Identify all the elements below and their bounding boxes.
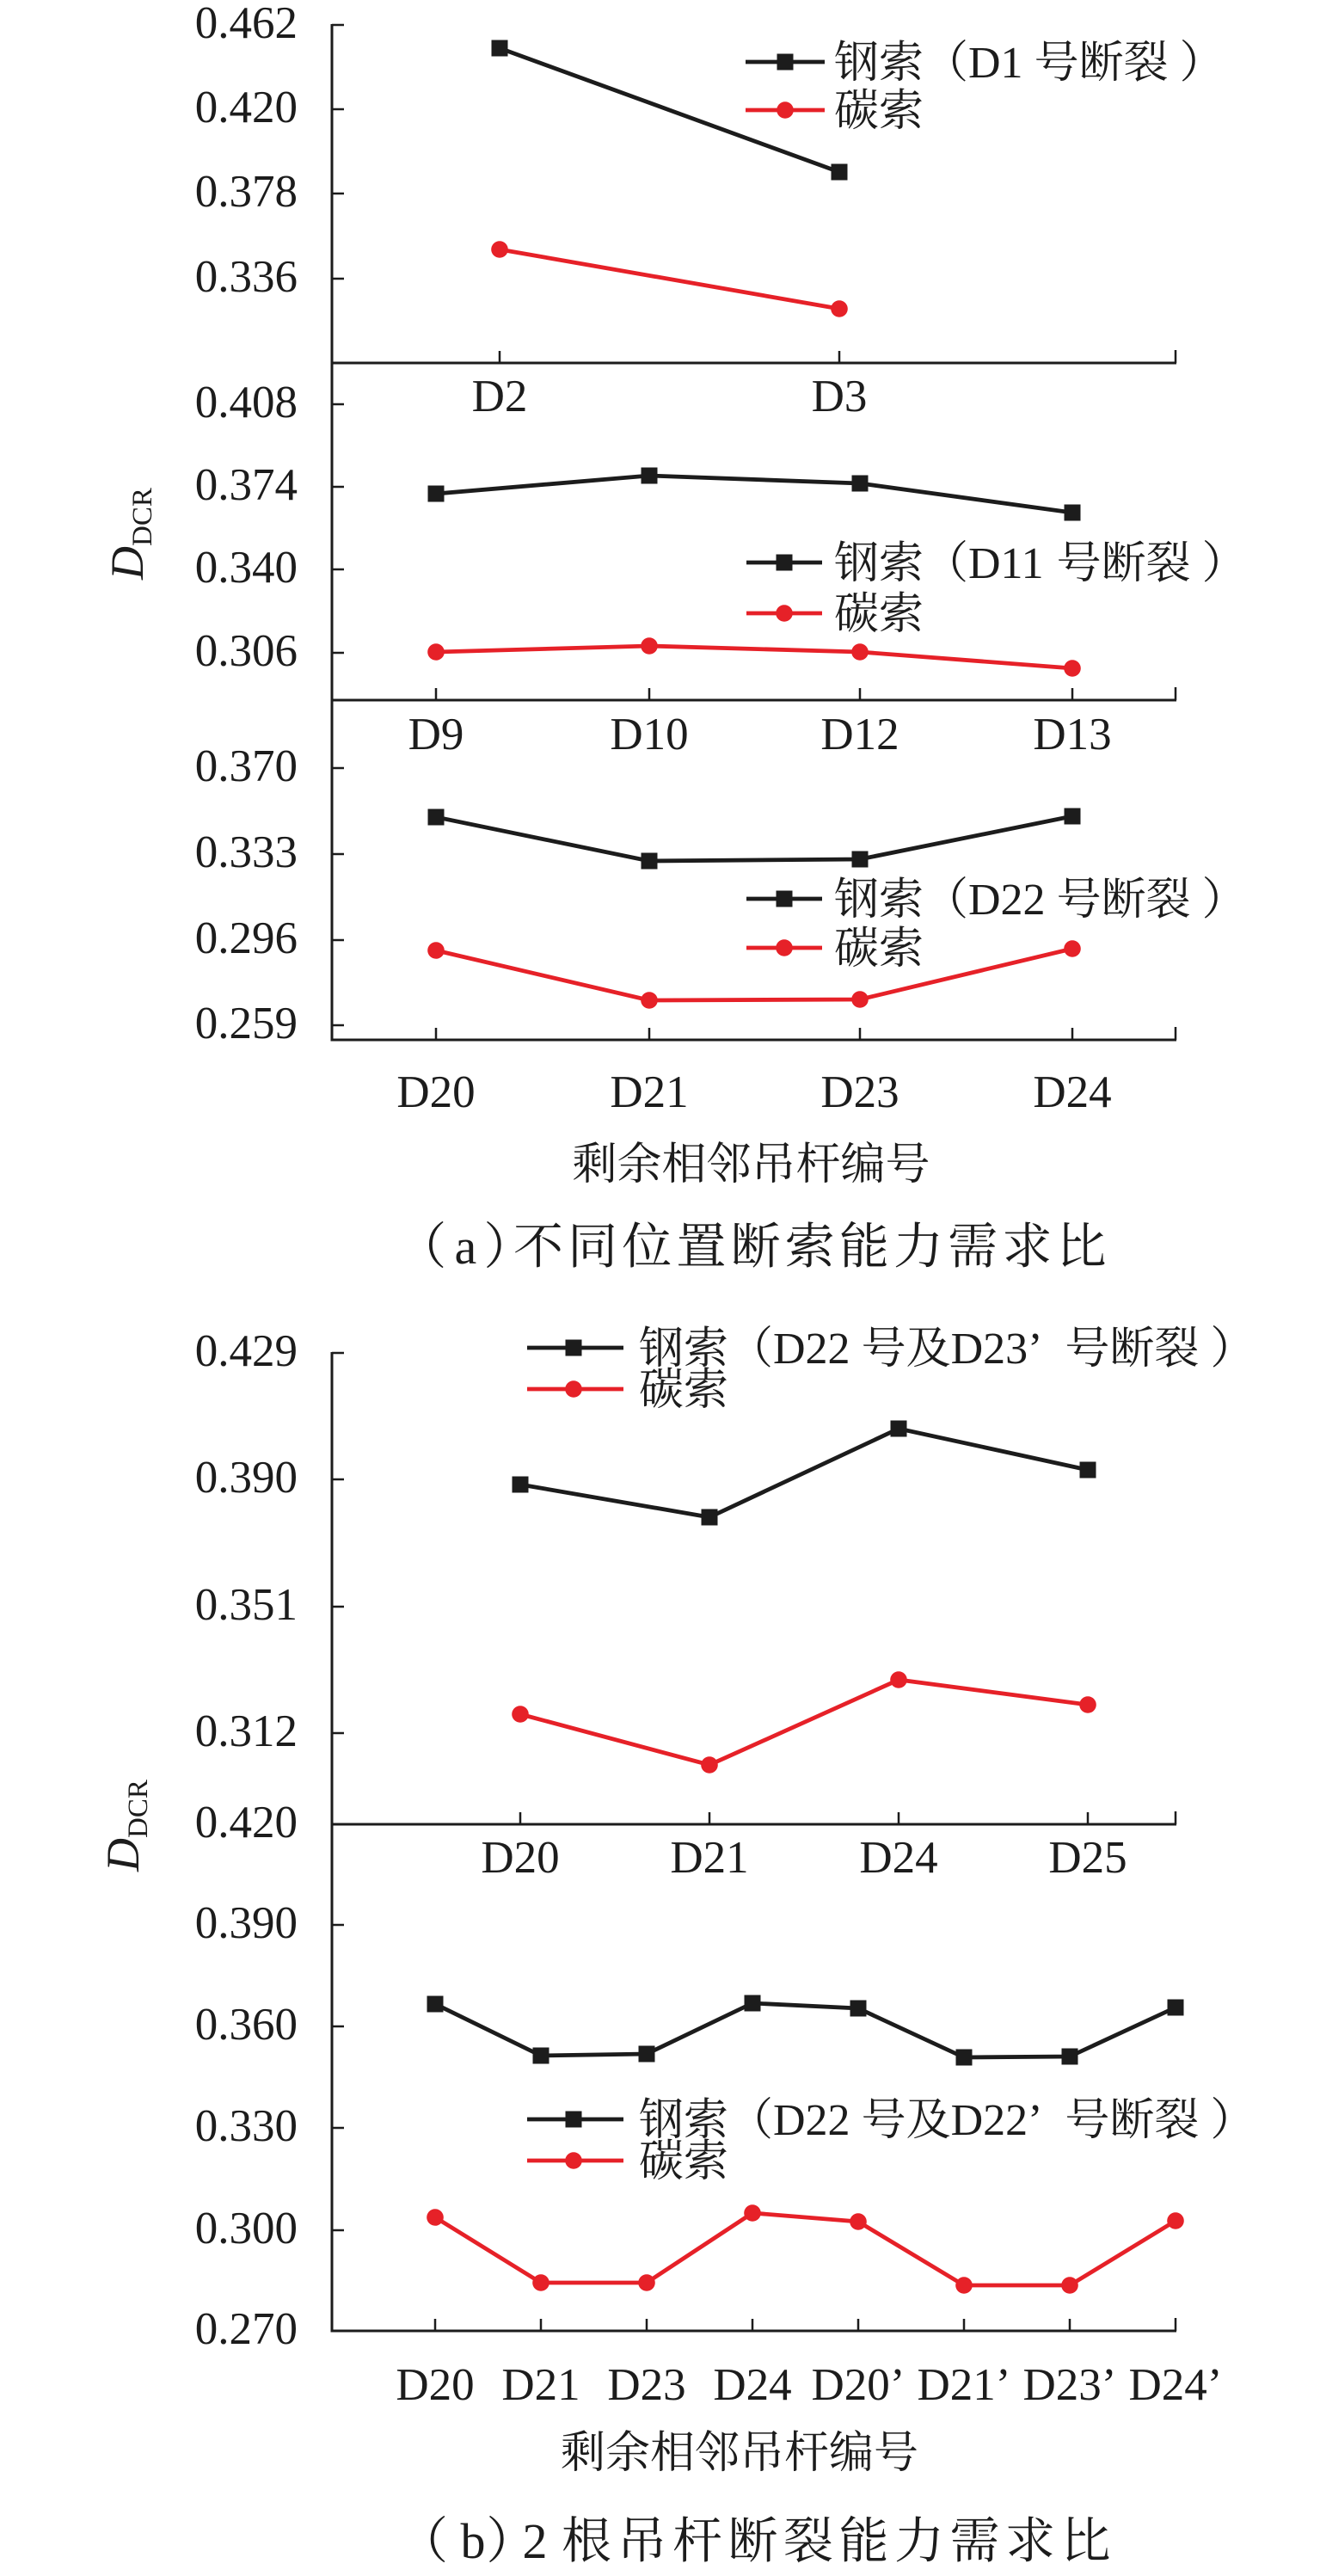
svg-text:D24: D24: [713, 2360, 791, 2410]
svg-text:D20: D20: [396, 2360, 474, 2410]
svg-text:D1: D1: [968, 39, 1023, 88]
svg-text:D22’: D22’: [951, 2096, 1043, 2145]
svg-text:D21: D21: [610, 1067, 688, 1117]
svg-text:0.336: 0.336: [195, 252, 298, 302]
svg-text:0.259: 0.259: [195, 999, 298, 1048]
svg-text:D24: D24: [1033, 1067, 1111, 1117]
svg-text:D23: D23: [820, 1067, 899, 1117]
svg-text:D20: D20: [396, 1067, 475, 1117]
svg-text:D24: D24: [859, 1833, 937, 1883]
svg-text:0.360: 0.360: [195, 2000, 298, 2050]
svg-text:0.296: 0.296: [195, 913, 298, 963]
svg-text:D21: D21: [501, 2360, 580, 2410]
svg-text:D9: D9: [408, 710, 464, 759]
svg-text:DDCR: DDCR: [97, 1780, 154, 1872]
svg-text:0.340: 0.340: [195, 543, 298, 593]
svg-text:0.408: 0.408: [195, 378, 298, 427]
svg-text:0.462: 0.462: [195, 0, 298, 48]
svg-text:0.300: 0.300: [195, 2204, 298, 2253]
svg-text:0.312: 0.312: [195, 1706, 298, 1756]
svg-text:D20: D20: [481, 1833, 559, 1883]
svg-text:D24’: D24’: [1129, 2360, 1223, 2410]
svg-text:0.370: 0.370: [195, 741, 298, 791]
svg-text:0.420: 0.420: [195, 83, 298, 132]
svg-text:D13: D13: [1033, 710, 1111, 759]
svg-text:0.374: 0.374: [195, 460, 298, 510]
svg-text:D21: D21: [670, 1833, 748, 1883]
svg-text:b: b: [461, 2513, 486, 2569]
svg-text:DDCR: DDCR: [101, 488, 158, 581]
svg-text:D3: D3: [812, 372, 868, 421]
svg-text:D2: D2: [472, 372, 528, 421]
svg-text:D22: D22: [773, 1325, 850, 1374]
svg-text:D22: D22: [773, 2096, 850, 2145]
svg-text:0.378: 0.378: [195, 167, 298, 217]
svg-text:D21’: D21’: [918, 2360, 1011, 2410]
svg-text:D23: D23: [607, 2360, 685, 2410]
svg-text:2: 2: [523, 2513, 548, 2569]
svg-text:D12: D12: [820, 710, 899, 759]
svg-text:0.270: 0.270: [195, 2304, 298, 2354]
svg-text:0.429: 0.429: [195, 1326, 298, 1376]
svg-text:0.420: 0.420: [195, 1798, 298, 1847]
svg-text:D20’: D20’: [812, 2360, 906, 2410]
svg-text:0.306: 0.306: [195, 626, 298, 676]
svg-text:D23’: D23’: [951, 1325, 1043, 1374]
svg-text:0.351: 0.351: [195, 1580, 298, 1630]
svg-text:D22: D22: [968, 876, 1046, 925]
svg-text:a: a: [455, 1219, 477, 1275]
svg-text:0.330: 0.330: [195, 2101, 298, 2151]
svg-text:0.390: 0.390: [195, 1453, 298, 1503]
svg-text:D10: D10: [610, 710, 688, 759]
svg-text:0.333: 0.333: [195, 827, 298, 877]
svg-text:D11: D11: [968, 539, 1044, 588]
svg-text:D25: D25: [1048, 1833, 1127, 1883]
svg-text:0.390: 0.390: [195, 1898, 298, 1948]
svg-text:D23’: D23’: [1023, 2360, 1117, 2410]
